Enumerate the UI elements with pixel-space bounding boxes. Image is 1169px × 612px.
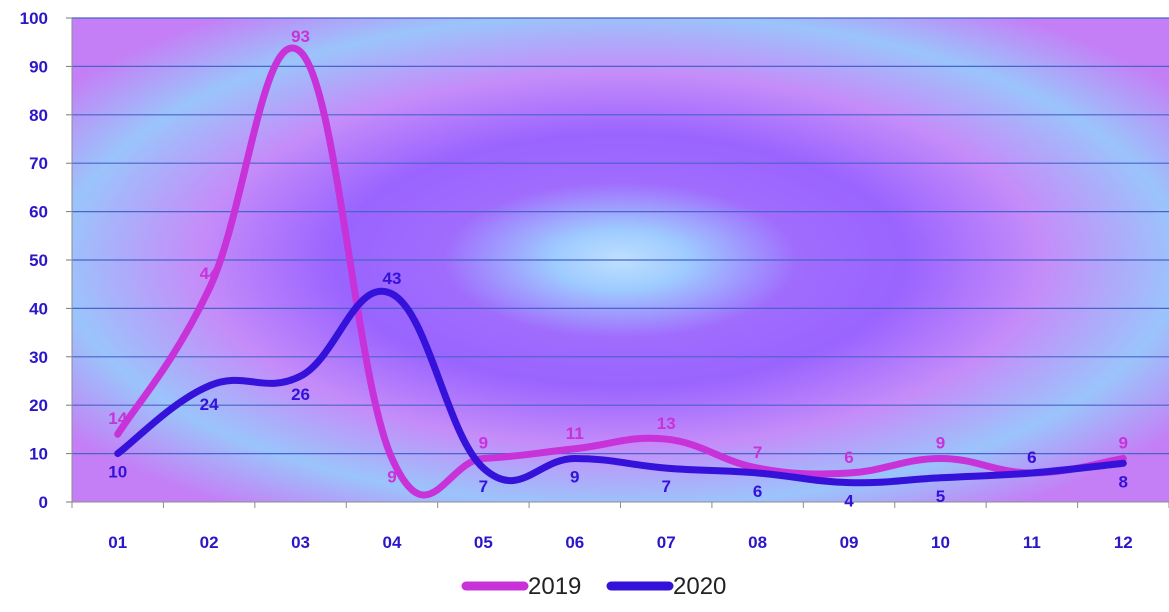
data-label-2019: 9 [479, 433, 488, 452]
y-tick-label: 70 [29, 154, 48, 173]
y-tick-label: 50 [29, 251, 48, 270]
data-label-2019: 7 [753, 443, 762, 462]
x-tick-label: 05 [474, 533, 493, 552]
y-tick-label: 30 [29, 348, 48, 367]
data-label-2020: 26 [291, 385, 310, 404]
y-tick-label: 0 [39, 493, 48, 512]
data-label-2019: 11 [566, 424, 584, 443]
y-tick-label: 80 [29, 106, 48, 125]
data-label-2020: 43 [382, 269, 401, 288]
y-tick-label: 90 [29, 57, 48, 76]
x-tick-label: 12 [1114, 533, 1133, 552]
x-tick-label: 02 [200, 533, 219, 552]
x-tick-label: 04 [382, 533, 401, 552]
series-lines [114, 44, 1127, 499]
data-label-2020: 7 [661, 477, 670, 496]
y-tick-label: 20 [29, 396, 48, 415]
series-line-2020 [114, 287, 1127, 487]
y-tick-label: 60 [29, 203, 48, 222]
x-tick-label: 03 [291, 533, 310, 552]
y-tick-label: 10 [29, 445, 48, 464]
data-label-2020: 24 [200, 395, 219, 414]
legend: 2019 2020 [461, 573, 726, 600]
grid-lines [72, 17, 1169, 455]
series-line-2019 [114, 44, 1127, 499]
y-tick-label: 100 [20, 9, 48, 28]
data-label-2019: 44 [200, 264, 219, 283]
x-tick-label: 10 [931, 533, 950, 552]
data-label-2019: 9 [387, 467, 396, 486]
axes: 0 10 20 30 40 50 60 70 80 90 100 01 02 03 04 05 06 07 08 09… [20, 9, 1169, 552]
data-label-2020: 10 [108, 463, 127, 482]
x-tick-label: 11 [1023, 533, 1041, 552]
data-label-2020: 9 [570, 467, 579, 486]
x-tick-label: 06 [565, 533, 584, 552]
data-label-2020: 4 [844, 492, 854, 511]
legend-label-2020: 2020 [673, 573, 726, 600]
legend-label-2019: 2019 [528, 573, 581, 600]
data-label-2019: 14 [108, 409, 127, 428]
data-label-2020: 7 [479, 477, 488, 496]
data-label-2019: 93 [291, 27, 310, 46]
x-tick-label: 07 [657, 533, 676, 552]
data-label-2019: 13 [657, 414, 676, 433]
data-label-2019: 6 [1027, 448, 1036, 467]
data-label-2019: 9 [1119, 433, 1128, 452]
data-label-2019: 9 [936, 433, 945, 452]
x-tick-label: 09 [840, 533, 859, 552]
data-label-2020: 6 [1027, 448, 1036, 467]
x-tick-label: 01 [108, 533, 127, 552]
data-label-2020: 8 [1119, 472, 1128, 491]
data-label-2020: 5 [936, 487, 945, 506]
data-label-2019: 6 [844, 448, 853, 467]
x-tick-label: 08 [748, 533, 767, 552]
data-label-2020: 6 [753, 482, 762, 501]
y-tick-label: 40 [29, 299, 48, 318]
